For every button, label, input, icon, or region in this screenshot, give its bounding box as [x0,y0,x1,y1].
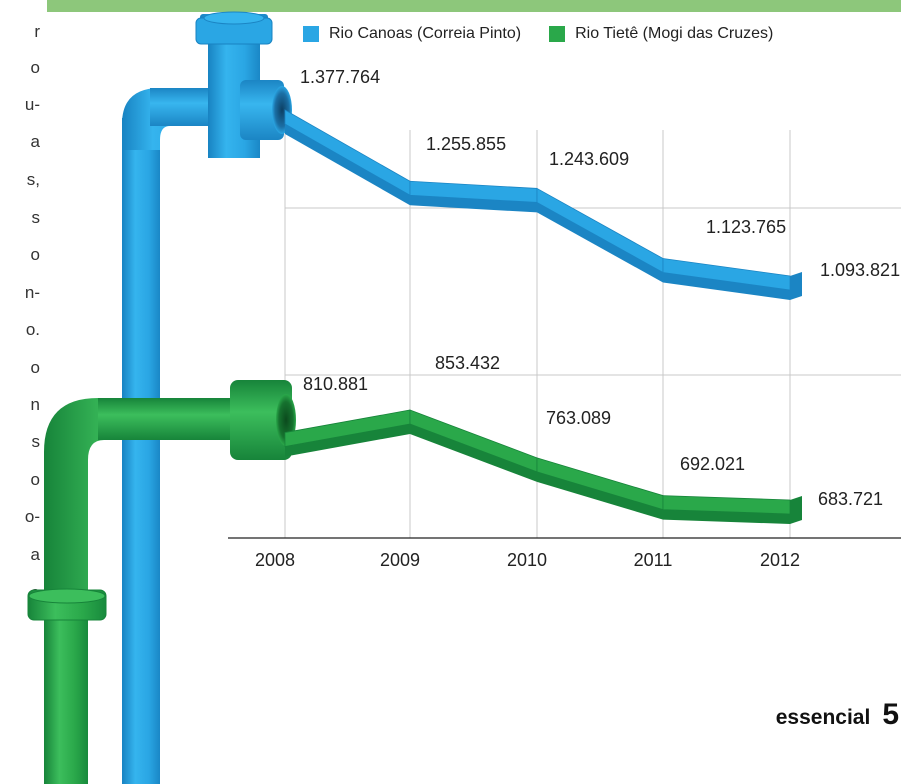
side-text-line: s [31,208,41,227]
series-ribbon-side [285,124,410,206]
x-tick-label: 2009 [380,550,420,570]
side-text-line: o [30,58,40,77]
page-number: 5 [882,698,899,731]
x-tick-label: 2012 [760,550,800,570]
top-color-band [47,0,901,12]
side-text-line: a [30,545,40,564]
legend-label: Rio Canoas (Correia Pinto) [329,25,522,42]
pipe-green [27,380,296,784]
chart-series [284,109,802,524]
series-ribbon-segment [284,109,411,196]
series-ribbon-side [410,424,537,482]
pipe-blue [122,11,292,784]
series-ribbon-end-cap [790,496,802,524]
side-text-line: n- [24,283,40,302]
page-footer: essencial 5 [776,698,899,732]
legend-label: Rio Tietê (Mogi das Cruzes) [575,25,774,42]
series-ribbon-side [537,202,663,283]
legend-item: Rio Tietê (Mogi das Cruzes) [549,25,773,43]
data-label: 1.093.821 [820,260,900,280]
series-ribbon-side [285,424,410,457]
series-ribbon-end-cap [790,272,802,300]
side-text-line: o [30,245,40,264]
x-tick-label: 2011 [634,550,673,570]
series-ribbon-side [410,195,537,213]
side-text-line: u- [24,95,40,114]
chart-legend: Rio Canoas (Correia Pinto) Rio Tietê (Mo… [303,22,773,46]
data-label: 763.089 [546,408,611,428]
side-text-line: o. [25,320,40,339]
side-text-line: n [30,395,40,414]
data-label: 1.123.765 [706,217,786,237]
side-text-line: s [31,432,41,451]
data-label: 1.377.764 [300,67,380,87]
chart-labels: 1.377.764 1.255.855 1.243.609 1.123.765 1.09… [300,67,900,509]
data-label: 692.021 [680,454,745,474]
x-tick-label: 2008 [255,550,295,570]
data-label: 853.432 [435,353,500,373]
side-text-line: o- [24,507,40,526]
side-text-line: o [30,358,40,377]
legend-swatch-tiete [549,26,566,42]
series-ribbon-segment [536,187,664,274]
legend-swatch-canoas [303,26,319,42]
x-tick-label: 2010 [507,550,547,570]
data-label: 810.881 [303,374,368,394]
legend-item: Rio Canoas (Correia Pinto) [303,25,521,43]
side-text-line: r [34,22,40,41]
side-text-line: s, [26,170,40,189]
chart-axis: 2008 2009 2010 2011 2012 [228,537,901,570]
chart-grid [284,130,901,538]
data-label: 1.255.855 [426,134,506,154]
data-label: 1.243.609 [549,149,629,169]
footer-word: essencial [775,706,871,729]
data-label: 683.721 [818,489,883,509]
series-ribbon-side [537,471,663,520]
series-ribbon-side [663,272,790,300]
side-text-line: a [30,132,40,151]
side-text-line: o [30,470,40,489]
